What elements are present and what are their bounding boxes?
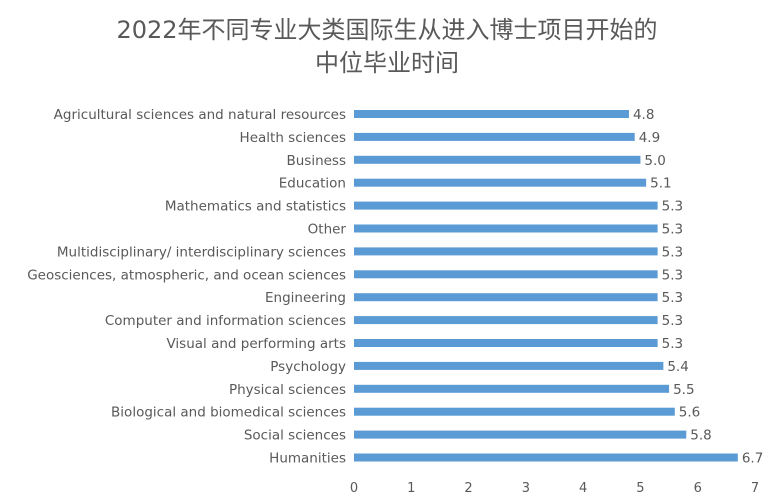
category-label: Health sciences <box>240 130 346 146</box>
bar <box>354 178 647 187</box>
x-axis: 0 1 2 3 4 5 6 7 <box>350 481 759 496</box>
value-label: 4.8 <box>633 107 654 123</box>
value-label: 5.3 <box>662 222 683 238</box>
category-label: Physical sciences <box>229 382 346 398</box>
value-label: 5.5 <box>673 382 694 398</box>
bar <box>354 155 641 164</box>
value-label: 5.3 <box>662 336 683 352</box>
value-label: 5.3 <box>662 313 683 329</box>
category-label: Visual and performing arts <box>166 336 346 352</box>
bar <box>354 270 658 279</box>
value-label: 5.3 <box>662 244 683 260</box>
bar <box>354 430 687 439</box>
bar <box>354 247 658 256</box>
value-label: 5.1 <box>650 176 671 192</box>
bar <box>354 453 738 462</box>
x-tick-label: 6 <box>694 481 702 496</box>
bars-layer <box>354 110 738 462</box>
x-tick-label: 2 <box>464 481 472 496</box>
value-label: 4.9 <box>639 130 660 146</box>
category-label: Engineering <box>265 290 346 306</box>
category-label: Multidisciplinary/ interdisciplinary sci… <box>57 244 346 260</box>
bar <box>354 132 635 141</box>
value-label: 5.3 <box>662 267 683 283</box>
category-labels-layer: Agricultural sciences and natural resour… <box>27 107 346 467</box>
category-label: Biological and biomedical sciences <box>111 405 346 421</box>
chart-title: 2022年不同专业大类国际生从进入博士项目开始的 中位毕业时间 <box>0 14 774 80</box>
category-label: Social sciences <box>244 428 346 444</box>
x-tick-label: 0 <box>350 481 358 496</box>
category-label: Psychology <box>270 359 346 375</box>
value-label: 5.3 <box>662 290 683 306</box>
value-labels-layer: 4.8 4.9 5.0 5.1 5.3 5.3 5.3 5.3 5.3 5.3 5.3 5.4 5.5 5… <box>633 107 763 467</box>
chart-title-line-2: 中位毕业时间 <box>315 49 459 77</box>
bar <box>354 293 658 302</box>
value-label: 5.8 <box>690 428 711 444</box>
x-tick-label: 1 <box>407 481 415 496</box>
category-label: Agricultural sciences and natural resour… <box>54 107 346 123</box>
bar <box>354 361 664 370</box>
bar <box>354 339 658 347</box>
bar <box>354 224 658 233</box>
value-label: 6.7 <box>742 451 763 467</box>
x-tick-label: 3 <box>522 481 530 496</box>
category-label: Humanities <box>269 451 346 467</box>
bar <box>354 201 658 210</box>
bar <box>354 407 675 416</box>
value-label: 5.3 <box>662 199 683 215</box>
category-label: Geosciences, atmospheric, and ocean scie… <box>27 267 346 283</box>
value-label: 5.4 <box>667 359 688 375</box>
bar <box>354 384 670 393</box>
value-label: 5.0 <box>644 153 665 169</box>
bar <box>354 316 658 325</box>
category-label: Other <box>308 222 347 238</box>
category-label: Education <box>279 176 346 192</box>
x-tick-label: 7 <box>751 481 759 496</box>
x-tick-label: 4 <box>579 481 587 496</box>
category-label: Business <box>286 153 346 169</box>
category-label: Computer and information sciences <box>105 313 346 329</box>
value-label: 5.6 <box>679 405 700 421</box>
bar <box>354 110 629 118</box>
category-label: Mathematics and statistics <box>165 199 346 215</box>
x-tick-label: 5 <box>636 481 644 496</box>
chart-title-line-1: 2022年不同专业大类国际生从进入博士项目开始的 <box>116 16 658 44</box>
